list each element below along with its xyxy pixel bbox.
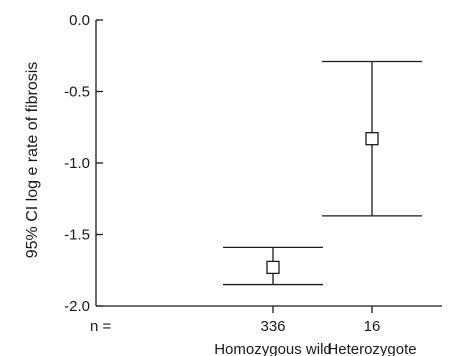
n-label: n =	[90, 318, 112, 335]
category-label: Heterozygote	[327, 341, 416, 356]
point-marker	[365, 132, 379, 146]
n-value: 16	[364, 318, 381, 335]
y-tick-label: -0.5	[64, 84, 90, 101]
y-tick-label: -2.0	[64, 298, 90, 315]
y-tick-label: -1.0	[64, 155, 90, 172]
y-tick-label: 0.0	[69, 12, 90, 29]
n-value: 336	[260, 318, 285, 335]
category-label: Homozygous wild	[214, 341, 332, 356]
y-axis-title: 95% CI log e rate of fibrosis	[24, 62, 41, 259]
axes: 0.0 -0.5 -1.0 -1.5 -2.0	[64, 12, 442, 315]
chart-marks: 336 Homozygous wild 16 Heterozygote	[214, 60, 422, 356]
y-tick-label: -1.5	[64, 227, 90, 244]
point-marker	[266, 260, 280, 275]
